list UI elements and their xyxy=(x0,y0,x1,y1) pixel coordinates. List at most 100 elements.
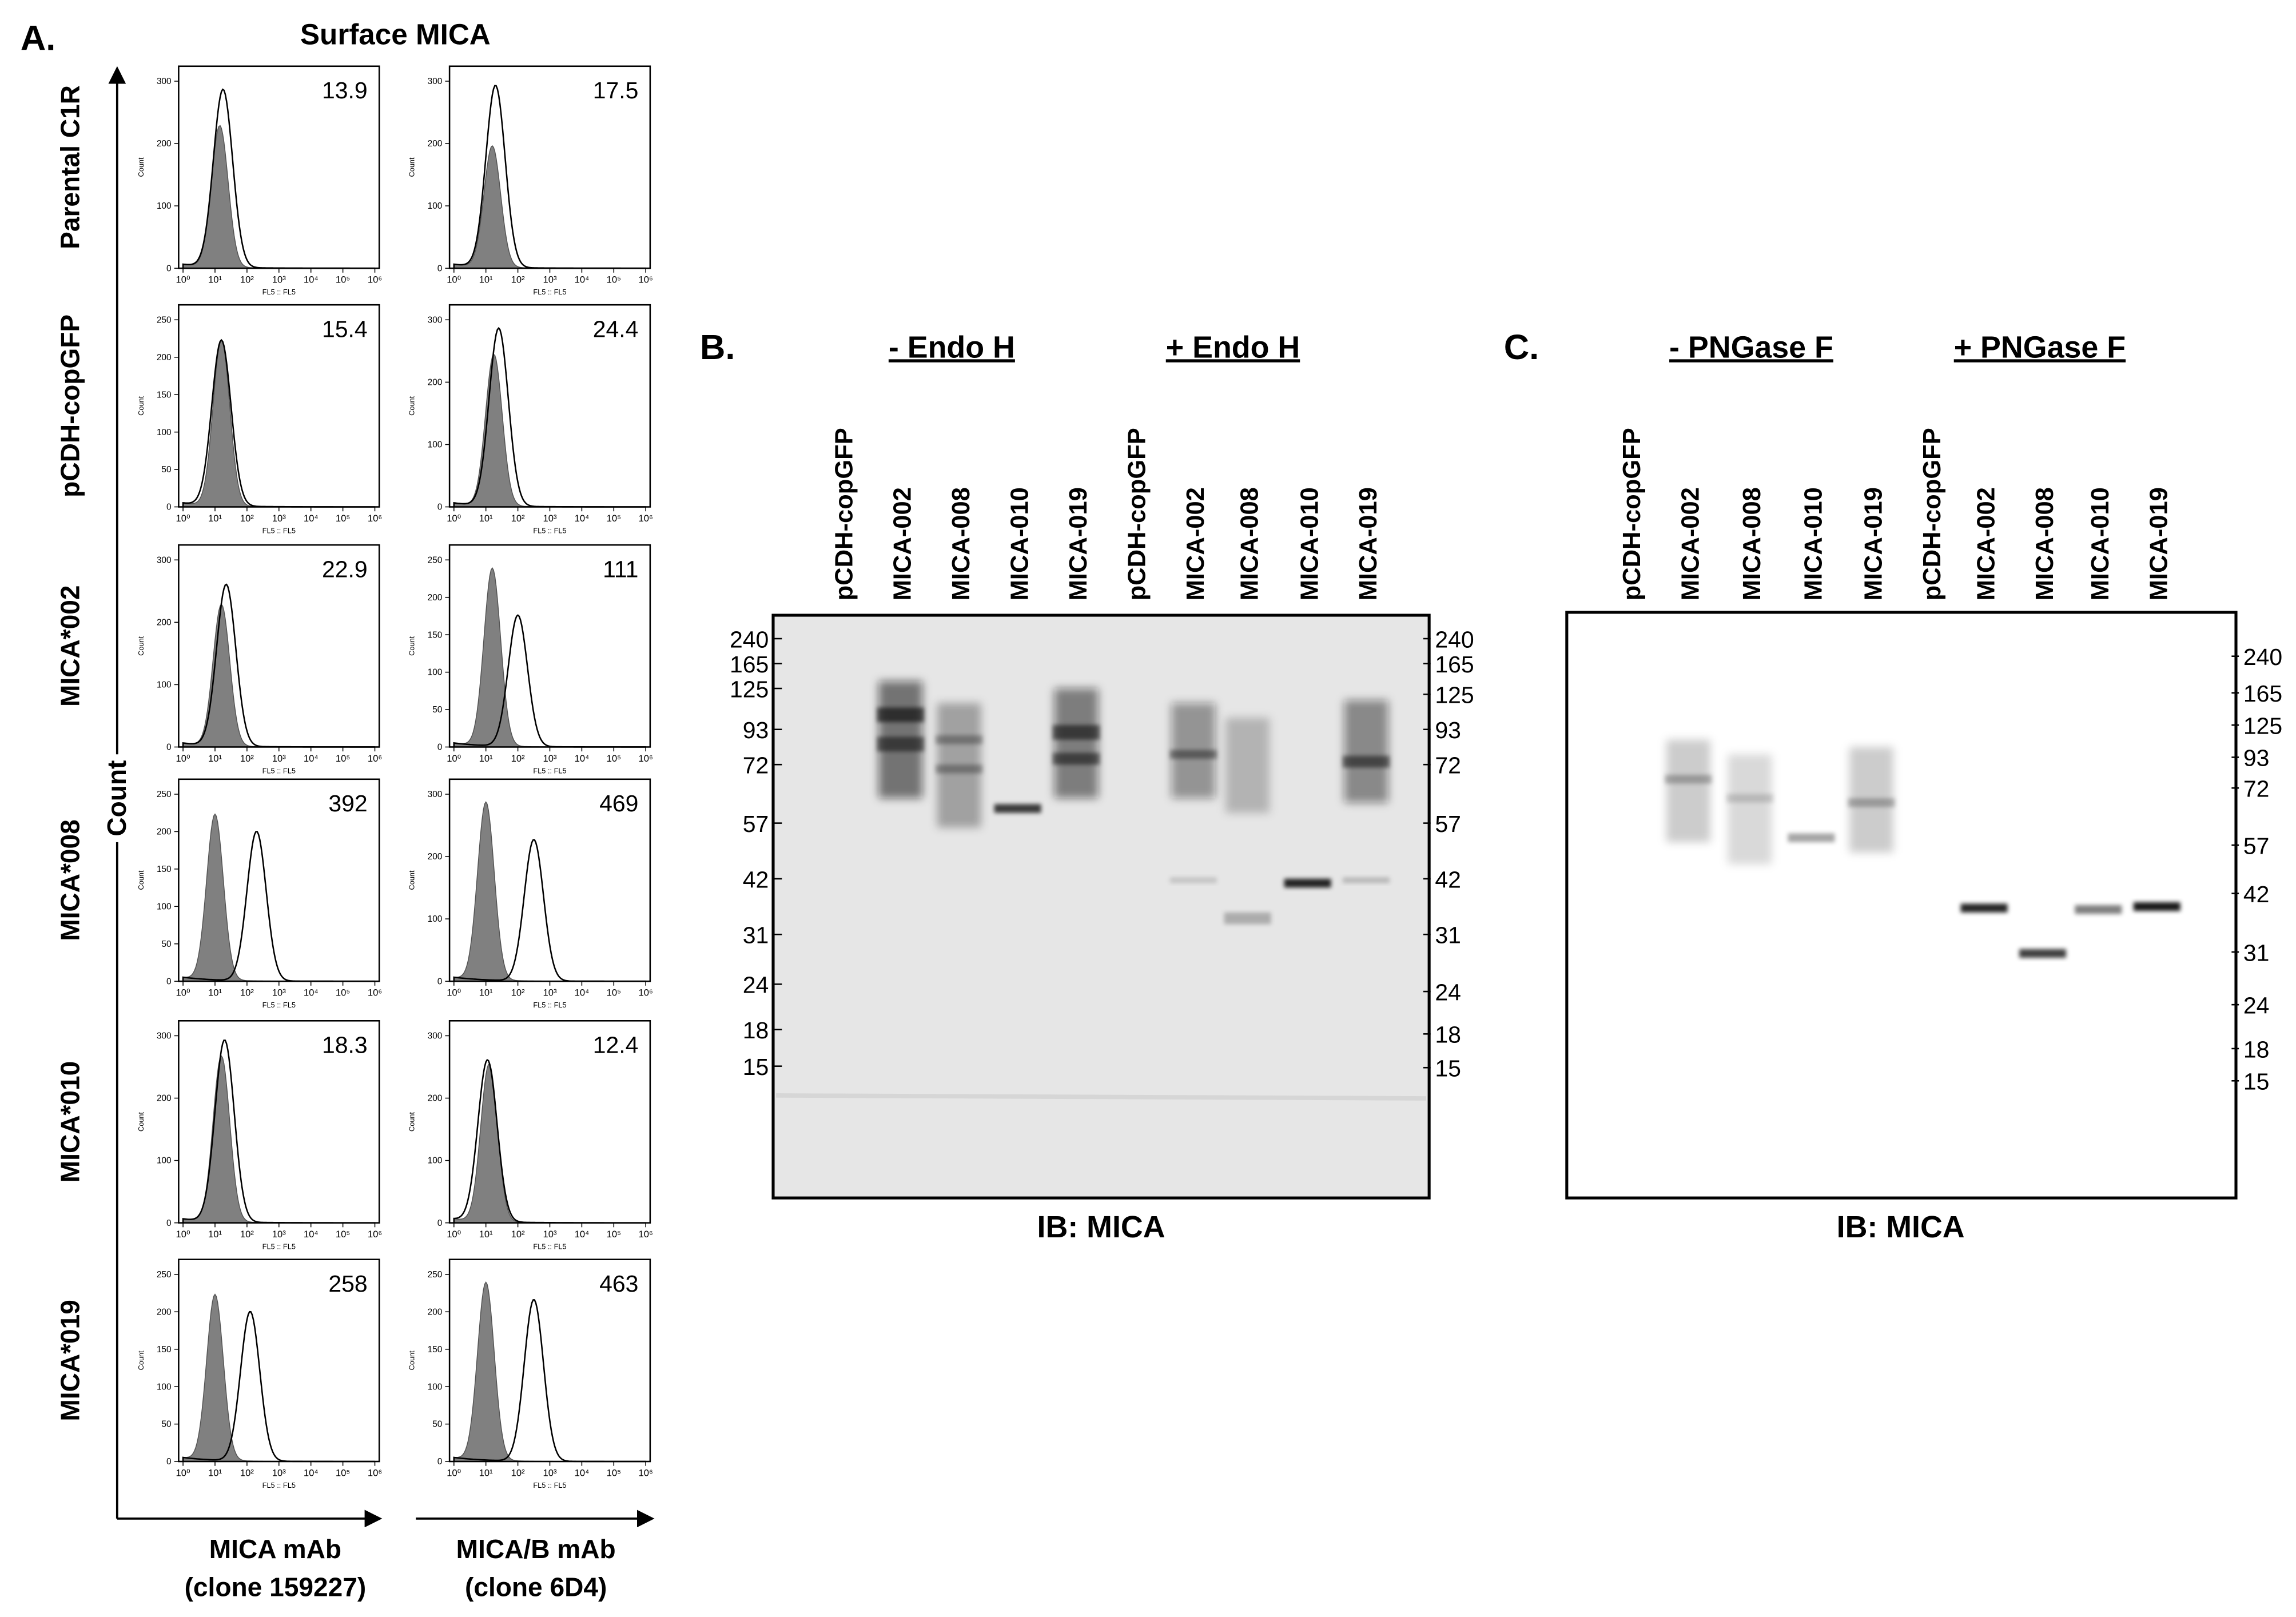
x-tick-label: 10³ xyxy=(543,1468,556,1479)
marker-label: 165 xyxy=(2243,680,2282,707)
x-tick-label: 10³ xyxy=(272,753,286,764)
band xyxy=(1726,794,1773,803)
histogram-x-label: FL5 :: FL5 xyxy=(533,1242,566,1251)
histogram-y-label: Count xyxy=(137,396,145,416)
x-tick-label: 10¹ xyxy=(479,1229,493,1240)
x-tick-label: 10¹ xyxy=(208,513,222,524)
column-label: MICA/B mAb xyxy=(456,1534,616,1564)
group-header: + Endo H xyxy=(1166,330,1300,364)
control-histogram xyxy=(182,125,376,269)
control-histogram xyxy=(453,1064,646,1224)
x-tick-label: 10⁶ xyxy=(368,513,382,524)
control-histogram xyxy=(453,567,646,748)
x-tick-label: 10⁵ xyxy=(607,987,621,998)
y-tick-label: 100 xyxy=(157,201,172,211)
marker-label: 31 xyxy=(1435,922,1461,949)
y-tick-label: 200 xyxy=(428,1307,443,1317)
histogram-y-label: Count xyxy=(408,157,416,177)
band xyxy=(1848,798,1895,807)
marker-label: 31 xyxy=(743,922,769,949)
mfi-value: 469 xyxy=(599,790,638,817)
row-label: MICA*019 xyxy=(55,1300,85,1421)
band xyxy=(1224,912,1271,925)
y-tick-label: 200 xyxy=(428,593,443,603)
column-sublabel: (clone 6D4) xyxy=(465,1572,607,1602)
marker-label: 57 xyxy=(743,811,769,837)
x-tick-label: 10⁵ xyxy=(607,274,621,285)
y-tick-label: 0 xyxy=(437,743,443,752)
x-tick-label: 10¹ xyxy=(479,274,493,285)
band xyxy=(1960,903,2008,913)
x-tick-label: 10² xyxy=(240,987,254,998)
band xyxy=(1343,755,1390,768)
x-tick-label: 10³ xyxy=(272,1468,286,1479)
y-tick-label: 200 xyxy=(157,353,172,363)
marker-label: 57 xyxy=(2243,833,2270,859)
y-tick-label: 0 xyxy=(437,977,443,986)
x-tick-label: 10² xyxy=(511,513,525,524)
lane-label: MICA-019 xyxy=(1065,487,1092,600)
y-tick-label: 0 xyxy=(166,977,172,986)
y-tick-label: 100 xyxy=(428,1382,443,1392)
band xyxy=(877,736,924,752)
y-tick-label: 0 xyxy=(437,503,443,512)
row-label: MICA*008 xyxy=(55,819,85,941)
control-histogram xyxy=(453,145,646,269)
group-header: - PNGase F xyxy=(1669,330,1833,364)
lane-label: MICA-008 xyxy=(1236,487,1264,600)
y-tick-label: 100 xyxy=(428,440,443,450)
x-tick-label: 10² xyxy=(240,1229,254,1240)
x-tick-label: 10⁶ xyxy=(368,1229,382,1240)
y-tick-label: 100 xyxy=(428,914,443,924)
x-tick-label: 10⁶ xyxy=(368,987,382,998)
marker-label: 240 xyxy=(2243,644,2282,670)
x-tick-label: 10³ xyxy=(272,1229,286,1240)
x-tick-label: 10⁶ xyxy=(639,274,653,285)
x-tick-label: 10⁴ xyxy=(575,753,590,764)
histogram-x-label: FL5 :: FL5 xyxy=(262,767,296,775)
x-tick-label: 10³ xyxy=(272,987,286,998)
x-tick-label: 10⁴ xyxy=(575,987,590,998)
y-tick-label: 150 xyxy=(157,865,172,874)
blot xyxy=(771,614,1431,1200)
y-tick-label: 200 xyxy=(428,378,443,388)
x-tick-label: 10⁶ xyxy=(639,513,653,524)
y-tick-label: 100 xyxy=(428,1156,443,1166)
band xyxy=(936,764,983,774)
mfi-value: 24.4 xyxy=(593,316,639,342)
histogram-y-label: Count xyxy=(137,157,145,177)
x-tick-label: 10⁴ xyxy=(304,274,319,285)
x-tick-label: 10⁰ xyxy=(447,1229,461,1240)
marker-label: 18 xyxy=(2243,1036,2270,1062)
x-tick-label: 10³ xyxy=(543,274,556,285)
band xyxy=(2019,949,2066,958)
panel-title: Surface MICA xyxy=(300,18,491,50)
x-tick-label: 10⁰ xyxy=(176,987,190,998)
marker-label: 165 xyxy=(1435,651,1474,678)
column-sublabel: (clone 159227) xyxy=(185,1572,367,1602)
x-tick-label: 10⁰ xyxy=(176,274,190,285)
marker-label: 93 xyxy=(2243,745,2270,771)
x-tick-label: 10¹ xyxy=(208,753,222,764)
y-tick-label: 50 xyxy=(161,465,171,475)
x-tick-label: 10⁵ xyxy=(607,753,621,764)
x-tick-label: 10⁵ xyxy=(607,1468,621,1479)
x-tick-label: 10⁴ xyxy=(304,987,319,998)
lane-label: MICA-010 xyxy=(1296,487,1324,600)
lane-label: MICA-019 xyxy=(2146,487,2173,600)
y-tick-label: 100 xyxy=(157,902,172,911)
caption: IB: MICA xyxy=(1837,1210,1965,1244)
x-tick-label: 10¹ xyxy=(208,1229,222,1240)
band xyxy=(1169,877,1217,883)
band xyxy=(1053,752,1100,765)
y-tick-label: 100 xyxy=(157,680,172,690)
y-tick-label: 0 xyxy=(166,1218,172,1228)
y-tick-label: 0 xyxy=(437,264,443,273)
y-tick-label: 50 xyxy=(161,939,171,949)
mfi-value: 111 xyxy=(603,556,638,582)
x-tick-label: 10³ xyxy=(543,753,556,764)
control-histogram xyxy=(453,353,646,508)
marker-label: 42 xyxy=(1435,866,1461,893)
x-tick-label: 10³ xyxy=(272,274,286,285)
x-tick-label: 10⁴ xyxy=(575,1468,590,1479)
